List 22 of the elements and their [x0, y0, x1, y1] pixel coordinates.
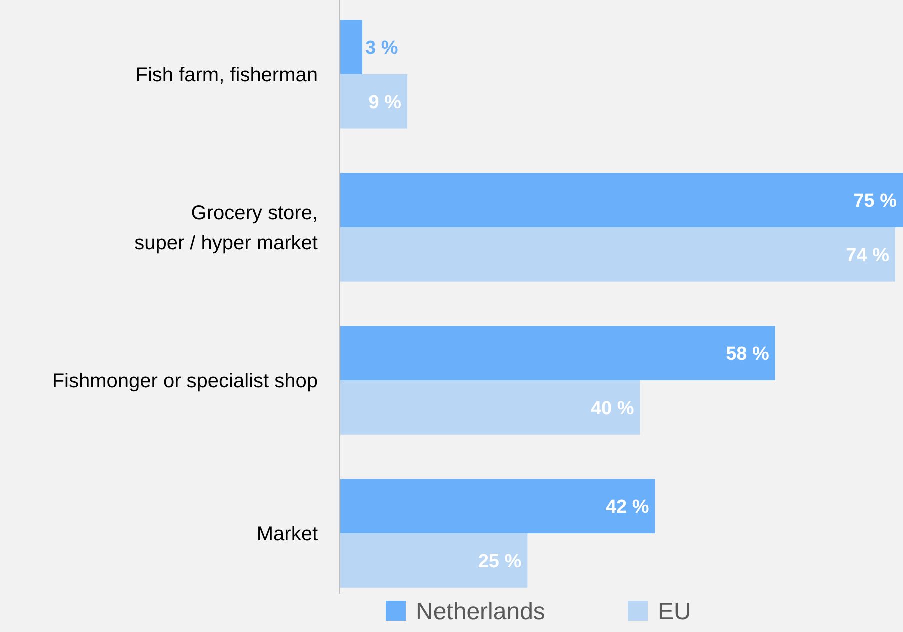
y-tick-label: Market: [256, 524, 318, 546]
y-tick-label: Fishmonger or specialist shop: [52, 370, 318, 393]
bar: [340, 326, 776, 381]
bar: [340, 173, 903, 228]
data-label: 25 %: [478, 551, 522, 572]
data-label: 74 %: [846, 245, 890, 266]
legend-label: Netherlands: [416, 598, 546, 626]
data-label: 58 %: [726, 344, 770, 366]
y-tick-label: Fish farm, fisherman: [136, 64, 318, 86]
bar: [340, 227, 896, 282]
data-label: 40 %: [590, 398, 634, 420]
bar: [340, 20, 363, 74]
y-tick-label: Grocery store, super / hyper market: [134, 202, 318, 254]
bar: [340, 380, 640, 435]
legend-label: EU: [658, 598, 692, 626]
bar: [340, 534, 528, 588]
data-label: 9 %: [368, 92, 402, 114]
bar: [340, 74, 408, 129]
data-label: 42 %: [606, 497, 650, 518]
data-label: 3 %: [366, 38, 398, 59]
bar: [340, 479, 656, 534]
data-label: 75 %: [854, 190, 898, 212]
